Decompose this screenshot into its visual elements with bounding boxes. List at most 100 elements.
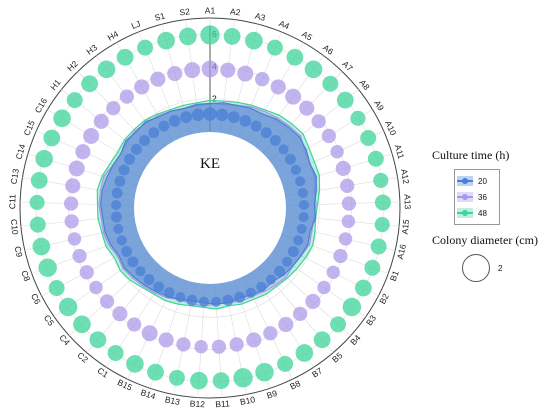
bubble-20-C14 (114, 175, 126, 187)
bubble-36-C13 (65, 178, 81, 194)
bubble-36-B8 (263, 326, 278, 341)
bubble-20-C10 (110, 211, 122, 223)
category-label-B11: B11 (215, 398, 230, 409)
bubble-48-B11 (212, 372, 230, 390)
bubble-36-A15 (341, 214, 356, 229)
category-label-LJ: LJ (130, 18, 142, 31)
radar-chart: 246 A1A2A3A4A5A6A7A8A9A10A11A12A13A15A16… (7, 5, 413, 409)
bubble-20-B11 (210, 296, 222, 307)
bubble-36-H3 (119, 89, 135, 104)
legend-swatch (457, 176, 473, 186)
bubble-36-LJ (150, 71, 166, 87)
category-label-C16: C16 (33, 96, 50, 115)
bubble-20-A1 (203, 107, 217, 121)
bubble-20-H4 (158, 120, 170, 132)
bubble-36-B5 (292, 306, 308, 321)
category-label-A6: A6 (321, 42, 336, 56)
bubble-48-C13 (30, 171, 48, 189)
bubble-36-H1 (93, 113, 109, 129)
bubble-36-B2 (326, 265, 340, 280)
category-label-C1: C1 (96, 365, 111, 379)
bubble-36-B4 (305, 293, 321, 310)
bubble-20-B13 (186, 294, 198, 306)
bubble-48-H3 (97, 60, 116, 79)
category-label-A9: A9 (372, 98, 386, 112)
bubble-20-C11 (111, 199, 122, 211)
bubble-48-A2 (223, 28, 241, 45)
bubble-48-A3 (245, 31, 263, 50)
bubble-36-A13 (341, 196, 357, 211)
bubble-36-A7 (299, 100, 315, 116)
legend-entry-36: 36 (457, 189, 497, 205)
category-label-B8: B8 (288, 378, 302, 392)
bubble-36-B13 (176, 337, 191, 352)
legend-entry-48: 48 (457, 205, 497, 221)
category-label-A5: A5 (300, 29, 314, 43)
r-tick-label: 2 (212, 94, 217, 104)
category-label-C5: C5 (42, 313, 57, 328)
bubble-36-H4 (134, 79, 150, 95)
bubble-20-C13 (111, 187, 123, 199)
bubble-20-C5 (127, 256, 139, 268)
bubble-36-S1 (167, 65, 183, 82)
category-label-B12: B12 (190, 398, 206, 409)
bubble-48-A12 (373, 172, 389, 188)
category-label-A11: A11 (393, 143, 407, 160)
size-bubbles (29, 25, 391, 390)
bubble-20-B15 (163, 287, 175, 299)
category-label-C9: C9 (13, 245, 25, 258)
legend-title: Culture time (h) (432, 148, 510, 162)
bubble-36-C14 (68, 160, 85, 177)
bubble-36-A11 (335, 160, 351, 177)
category-label-B10: B10 (239, 394, 256, 407)
category-label-A12: A12 (399, 168, 411, 185)
bubble-36-C8 (72, 248, 87, 264)
category-label-A2: A2 (229, 6, 241, 17)
bubble-36-A3 (237, 65, 254, 82)
bubble-20-A15 (298, 211, 309, 223)
category-label-B13: B13 (164, 394, 181, 407)
bubble-48-B2 (354, 279, 372, 297)
bubble-48-B10 (233, 368, 253, 388)
bubble-20-B2 (287, 246, 299, 257)
bubble-48-H2 (81, 75, 99, 93)
bubble-20-A9 (284, 153, 296, 165)
bubble-48-C16 (53, 109, 71, 128)
bubble-48-B7 (295, 344, 314, 362)
category-label-C11: C11 (7, 194, 17, 210)
bubble-20-C16 (124, 153, 136, 165)
bubble-36-B9 (246, 332, 262, 348)
bubble-20-C1 (153, 281, 165, 293)
bubble-20-S1 (180, 111, 193, 123)
bubble-20-C8 (116, 235, 127, 246)
category-label-A8: A8 (357, 78, 371, 93)
bubble-48-C8 (38, 258, 57, 277)
bubble-20-A8 (278, 144, 289, 155)
category-label-B5: B5 (330, 350, 345, 365)
bubble-36-C11 (63, 196, 79, 211)
bubble-48-A9 (350, 110, 366, 126)
category-label-A15: A15 (400, 219, 411, 235)
bubble-48-C11 (29, 194, 45, 211)
bubble-36-A8 (311, 114, 326, 129)
bubble-48-A11 (367, 150, 384, 167)
bubble-48-C2 (89, 331, 107, 349)
bubble-48-H1 (66, 92, 83, 109)
category-label-C6: C6 (29, 292, 43, 307)
bubble-20-B9 (234, 291, 246, 303)
bubble-36-A16 (338, 232, 353, 246)
category-label-A3: A3 (254, 11, 267, 23)
bubble-20-B3 (282, 256, 293, 267)
category-label-S1: S1 (154, 10, 167, 22)
bubble-36-B12 (194, 339, 208, 354)
bubble-48-C15 (43, 129, 61, 147)
bubble-20-B12 (198, 296, 210, 307)
category-label-B2: B2 (377, 292, 391, 306)
bubble-48-B5 (313, 331, 331, 349)
bubble-48-B12 (190, 371, 208, 390)
bubble-48-B4 (330, 316, 347, 333)
bubble-20-C15 (118, 164, 130, 176)
bubble-48-A13 (374, 194, 391, 211)
bubble-20-A13 (298, 199, 309, 211)
bubble-20-A16 (296, 223, 307, 234)
